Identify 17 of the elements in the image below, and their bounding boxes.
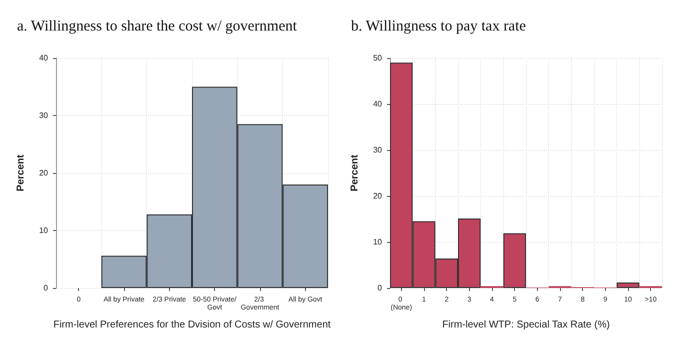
x-axis-title: Firm-level WTP: Special Tax Rate (%) xyxy=(442,320,610,330)
y-tick-label: 20 xyxy=(373,192,383,200)
chart-title: a. Willingness to share the cost w/ government xyxy=(17,18,298,34)
y-axis-title: Percent xyxy=(350,154,360,192)
y-tick-label: 0 xyxy=(378,284,383,292)
y-tick-label: 0 xyxy=(44,284,49,292)
y-tick-label: 10 xyxy=(39,226,49,235)
y-tick-label: 40 xyxy=(373,100,383,108)
x-axis-title: Firm-level Preferences for the Dvision of Costs w/ Government xyxy=(53,320,331,330)
y-tick-label: 10 xyxy=(373,238,383,246)
y-tick-label: 30 xyxy=(373,146,383,154)
y-tick-label: 30 xyxy=(39,111,49,120)
y-axis-title: Percent xyxy=(16,154,26,192)
y-tick-label: 50 xyxy=(373,54,383,62)
y-tick-label: 40 xyxy=(39,54,49,62)
y-tick-label: 20 xyxy=(39,168,49,178)
chart-title: b. Willingness to pay tax rate xyxy=(351,18,526,34)
